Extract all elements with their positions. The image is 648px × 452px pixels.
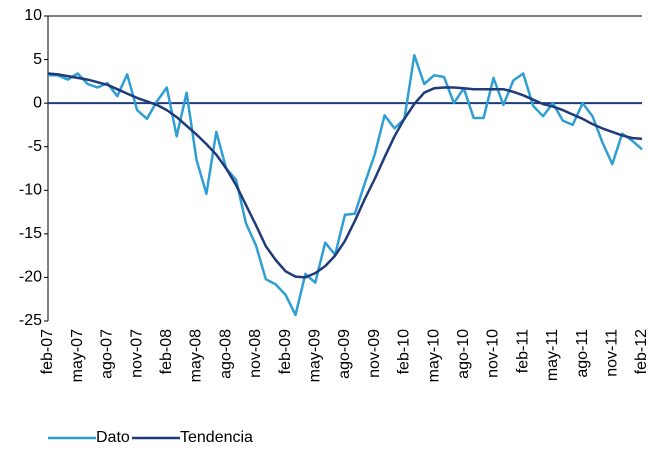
x-tick-label: feb-12 <box>633 329 648 374</box>
x-tick-label: may-07 <box>69 329 86 382</box>
y-tick-label: -15 <box>19 225 42 242</box>
y-tick-label: -20 <box>19 269 42 286</box>
x-tick-label: feb-07 <box>39 329 56 374</box>
y-tick-label: -25 <box>19 312 42 329</box>
x-tick-label: nov-07 <box>128 329 145 378</box>
x-tick-label: feb-11 <box>514 329 531 373</box>
x-tick-label: ago-07 <box>99 329 116 379</box>
y-tick-label: -5 <box>28 138 42 155</box>
x-tick-label: feb-08 <box>158 329 175 374</box>
x-tick-label: may-08 <box>188 329 205 382</box>
y-tick-label: 0 <box>33 94 42 111</box>
x-tick-label: feb-09 <box>277 329 294 374</box>
series-line <box>48 53 643 317</box>
x-tick-label: ago-09 <box>336 329 353 379</box>
x-tick-label: nov-09 <box>366 329 383 378</box>
x-tick-label: nov-08 <box>247 329 264 378</box>
legend-label: Dato <box>96 429 130 446</box>
x-tick-label: may-10 <box>425 329 442 382</box>
x-tick-label: nov-10 <box>485 329 502 378</box>
y-tick-label: 5 <box>33 51 42 68</box>
legend-label: Tendencia <box>180 429 253 446</box>
x-tick-label: nov-11 <box>604 329 621 377</box>
x-tick-label: ago-10 <box>455 329 472 379</box>
series-line <box>47 72 643 279</box>
x-tick-label: ago-11 <box>574 329 591 378</box>
x-tick-label: may-11 <box>544 329 561 381</box>
y-tick-label: 10 <box>24 7 42 24</box>
x-tick-label: ago-08 <box>217 329 234 379</box>
x-tick-label: may-09 <box>307 329 324 382</box>
x-tick-label: feb-10 <box>396 329 413 374</box>
y-tick-label: -10 <box>19 182 42 199</box>
